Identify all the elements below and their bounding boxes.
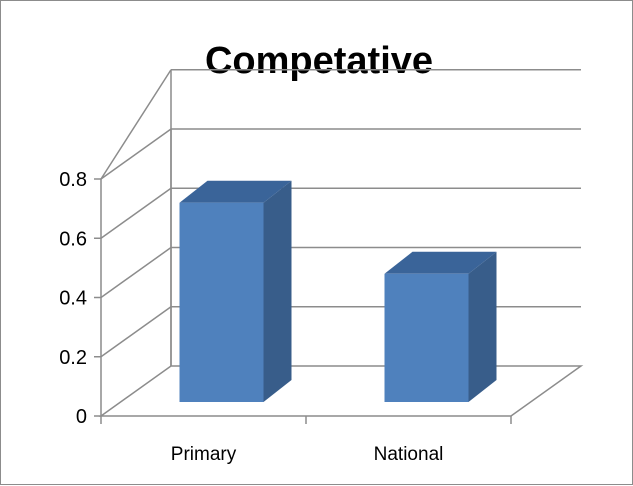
- bar-side: [468, 251, 497, 402]
- bar-front: [179, 202, 264, 402]
- y-tick-label: 0.6: [59, 228, 87, 250]
- chart-title: Competative: [205, 40, 433, 82]
- bar-top: [179, 180, 292, 203]
- bar-front: [384, 273, 469, 402]
- chart-bars: [179, 180, 497, 402]
- bar-primary: [179, 180, 292, 402]
- gridline-side: [100, 128, 172, 180]
- y-axis-ticks: 0 0.2 0.4 0.6 0.8: [59, 169, 87, 428]
- y-tick-label: 0.2: [59, 347, 87, 369]
- gridline-side: [100, 246, 172, 299]
- chart-walls: [98, 129, 584, 417]
- gridline-side: [100, 69, 172, 180]
- chart-floor: [98, 365, 584, 417]
- y-tick-label: 0.8: [59, 169, 87, 191]
- gridline-side: [100, 187, 172, 239]
- bar-national: [384, 251, 497, 402]
- y-tick-label: 0.4: [59, 288, 87, 310]
- chart-gridlines: [100, 69, 581, 366]
- chart-axes: [94, 178, 512, 424]
- bar-side: [263, 180, 292, 402]
- x-axis-ticks: Primary National: [171, 444, 444, 465]
- gridline-side: [100, 306, 172, 358]
- x-tick-label: Primary: [171, 444, 237, 465]
- bar-top: [384, 251, 497, 274]
- y-tick-label: 0: [76, 406, 87, 428]
- x-tick-label: National: [374, 444, 444, 465]
